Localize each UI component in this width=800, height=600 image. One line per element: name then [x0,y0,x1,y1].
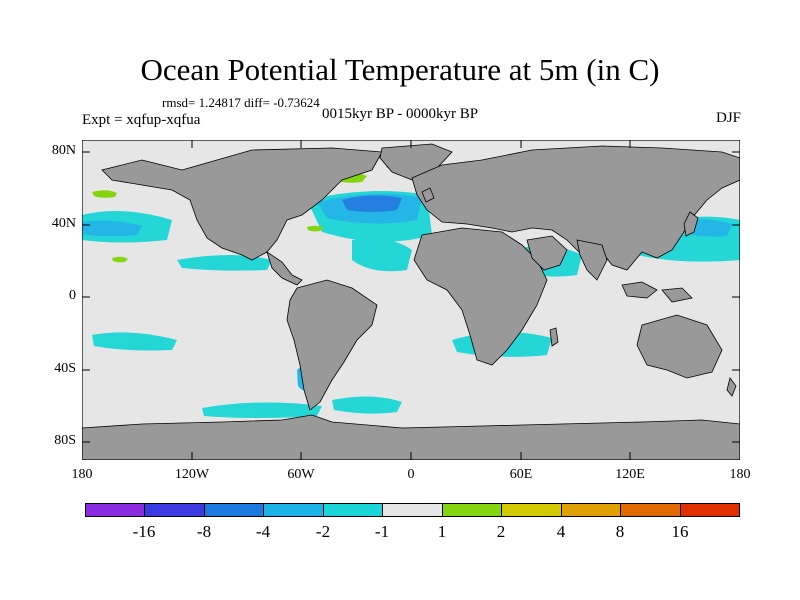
x-tick-label: 60W [287,467,315,482]
colorbar-swatch [383,504,443,516]
anomaly-patch [352,238,412,272]
season-label: DJF [715,110,741,126]
land-north-america [101,147,383,261]
colorbar-swatch [561,504,622,516]
x-tick-label: 180 [729,467,751,482]
stats-text: rmsd= 1.24817 diff= -0.73624 [162,95,320,110]
anomaly-patch [177,255,272,271]
colorbar-label: -1 [374,522,390,541]
anomaly-patch [202,402,322,418]
period-label: 0015kyr BP - 0000kyr BP [322,106,479,122]
colorbar-swatch [442,504,503,516]
land-british-isles [421,187,435,203]
colorbar-swatch [680,504,739,516]
land-new-zealand [726,377,737,397]
world-map [82,140,740,460]
y-tick-label: 40S [54,361,76,376]
colorbar-swatch [323,504,384,516]
land-antarctica [82,414,740,460]
experiment-label: Expt = xqfup-xqfua [82,112,201,128]
colorbar-label: -4 [255,522,271,541]
land-layer [82,143,740,460]
colorbar-label: 16 [671,522,689,541]
colorbar-swatch [264,504,324,516]
land-central-america [266,251,303,286]
colorbar-label: -8 [196,522,212,541]
colorbar [85,503,740,517]
x-tick-label: 180 [71,467,93,482]
land-south-america [286,279,378,411]
colorbar-label: 8 [615,522,625,541]
colorbar-label: -2 [315,522,331,541]
colorbar-swatch [621,504,681,516]
x-tick-label: 0 [407,467,415,482]
land-maritime-asia-2 [661,287,693,303]
x-tick-label: 60E [509,467,533,482]
land-madagascar [549,327,559,347]
colorbar-label: 2 [496,522,506,541]
land-africa [413,227,548,366]
y-tick-label: 80S [54,433,76,448]
land-arabia [526,235,568,271]
land-india [576,239,608,281]
y-tick-label: 40N [51,216,76,231]
y-tick-label: 0 [69,288,76,303]
warm-patch [112,256,128,263]
anomaly-patch [332,396,402,414]
anomaly-patch [342,195,402,212]
colorbar-swatch [502,504,562,516]
land-japan [683,211,699,237]
land-eurasia [411,145,740,271]
axis-ticks [82,140,740,460]
colorbar-swatch [204,504,265,516]
anomaly-patch [82,220,142,237]
x-tick-label: 120E [615,467,645,482]
colorbar-label: 4 [556,522,566,541]
anomaly-patch [92,332,177,351]
chart-title: Ocean Potential Temperature at 5m (in C) [140,52,660,87]
warm-patch [92,190,117,198]
x-tick-label: 120W [174,467,210,482]
colorbar-label: -16 [132,522,156,541]
land-maritime-asia [621,281,658,299]
colorbar-swatch [86,504,146,516]
colorbar-label: 1 [437,522,447,541]
warm-patch [307,225,324,232]
colorbar-swatch [145,504,205,516]
y-tick-label: 80N [51,143,76,158]
land-australia [636,314,723,379]
